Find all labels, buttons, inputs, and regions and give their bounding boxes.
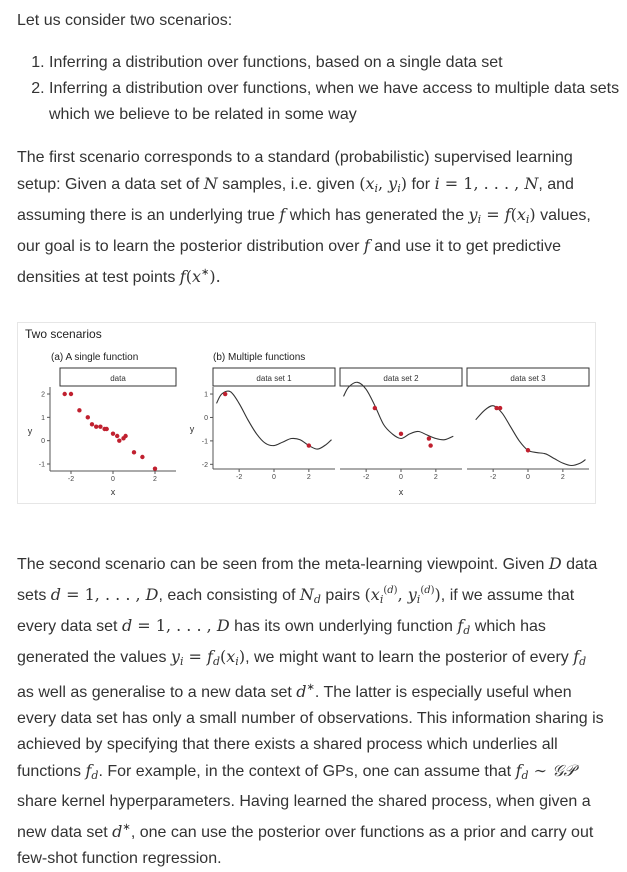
data-point (104, 426, 109, 432)
list-item: Inferring a distribution over functions,… (49, 76, 627, 128)
y-tick-label: -1 (39, 462, 45, 469)
panel-b-title: (b) Multiple functions (213, 352, 305, 363)
data-point (131, 450, 137, 455)
data-point (426, 436, 432, 441)
figure-svg: Two scenarios (a) A single function (b) … (25, 327, 590, 497)
x-tick-label: -2 (490, 474, 496, 481)
y-tick-label: 0 (41, 438, 45, 445)
y-tick-label: 2 (41, 392, 45, 399)
strip-box (212, 367, 336, 387)
function-curve (475, 405, 586, 467)
data-point (117, 438, 122, 443)
function-curve (216, 390, 332, 450)
data-point (525, 448, 531, 453)
x-axis-label: x (399, 487, 404, 497)
strip-box (339, 367, 463, 387)
figure-title: Two scenarios (25, 327, 102, 341)
strip-label: data set 3 (510, 374, 546, 383)
data-point (398, 431, 404, 437)
x-tick-label: 2 (561, 474, 565, 481)
x-tick-label: -2 (236, 474, 242, 481)
x-tick-label: 2 (434, 474, 438, 481)
list-item: Inferring a distribution over functions,… (49, 50, 627, 76)
data-point (497, 405, 503, 411)
data-point (494, 405, 499, 411)
panel-a-plot: -2 0 2 -1 0 1 2 (39, 387, 176, 483)
data-point (68, 391, 74, 397)
intro-text: Let us consider two scenarios: (17, 12, 233, 29)
x-tick-label: 2 (307, 474, 311, 481)
panel-a-title: (a) A single function (51, 352, 138, 363)
data-point (223, 391, 228, 397)
y-axis-label: y (190, 424, 195, 434)
x-tick-label: 2 (153, 476, 157, 483)
scenario-list: Inferring a distribution over functions,… (17, 50, 627, 128)
data-point (98, 424, 103, 429)
strip-label: data set 1 (256, 374, 292, 383)
data-point (306, 443, 312, 448)
y-tick-label: -2 (202, 462, 208, 469)
data-point (115, 433, 120, 439)
x-tick-label: 0 (111, 476, 115, 483)
x-tick-label: 0 (272, 474, 276, 481)
x-tick-label: 0 (526, 474, 530, 481)
paragraph-second-scenario: The second scenario can be seen from the… (17, 554, 604, 867)
data-point (85, 415, 91, 420)
data-point (62, 391, 67, 397)
y-tick-label: -1 (202, 438, 208, 445)
data-point (152, 466, 158, 471)
paragraph-first-scenario: The first scenario corresponds to a stan… (17, 149, 591, 286)
strip-box (59, 367, 177, 387)
panel-b-plot: -2 0 2 -2 -1 0 1 -2 0 2 -2 0 2 (202, 381, 589, 481)
strip-label: data (110, 374, 126, 383)
y-axis-label: y (28, 426, 33, 436)
data-point (140, 454, 145, 460)
y-tick-label: 1 (204, 392, 208, 399)
strip-label: data set 2 (383, 374, 419, 383)
y-tick-label: 1 (41, 415, 45, 422)
function-curve (343, 381, 454, 441)
x-axis-label: x (111, 487, 116, 497)
figure-two-scenarios: Two scenarios (a) A single function (b) … (17, 322, 596, 504)
data-point (94, 424, 99, 429)
data-point (89, 422, 95, 427)
data-point (123, 433, 128, 439)
x-tick-label: 0 (399, 474, 403, 481)
x-tick-label: -2 (363, 474, 369, 481)
y-tick-label: 0 (204, 415, 208, 422)
data-point (428, 443, 433, 448)
strip-box (466, 367, 590, 387)
data-point (372, 405, 378, 411)
data-point (110, 431, 116, 436)
x-tick-label: -2 (68, 476, 74, 483)
data-point (77, 408, 82, 413)
